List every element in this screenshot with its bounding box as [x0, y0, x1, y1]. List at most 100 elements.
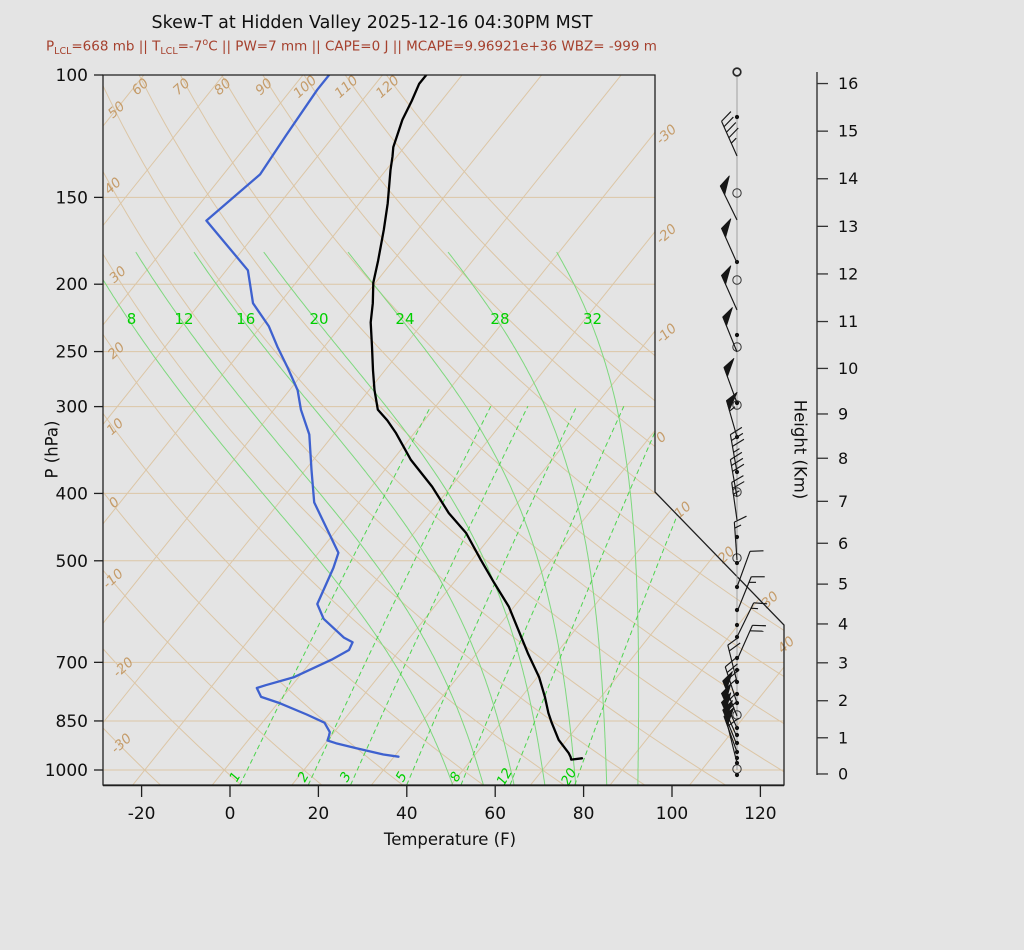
wind-flag	[721, 265, 732, 286]
sounding-curves	[205, 75, 584, 761]
temperature-axis-title: Temperature (F)	[383, 830, 517, 849]
wind-flag	[726, 391, 738, 412]
axes: -20 0 20 40 60 80 100 1201001502002503004005007…	[45, 66, 859, 824]
moist-adiabat-label: 28	[490, 310, 509, 328]
dry-adiabat-label: 40	[101, 174, 124, 197]
height-tick-label: 3	[838, 653, 848, 672]
x-tick-label: 120	[744, 804, 776, 824]
dry-adiabat-label: 90	[252, 75, 275, 98]
wind-level-circle	[732, 275, 742, 285]
dry-adiabat-label: -10	[100, 566, 127, 593]
x-tick-label: 60	[484, 804, 506, 824]
wind-flag	[721, 692, 732, 713]
x-tick-label: -20	[128, 804, 156, 824]
x-tick-label: 40	[396, 804, 418, 824]
wind-level-dot	[734, 772, 740, 778]
pressure-tick-label: 400	[56, 484, 88, 504]
mixing-ratio-label: 12	[494, 766, 516, 789]
subtitle-segment: C || PW=7 mm || CAPE=0 J || MCAPE=9.9692…	[208, 38, 657, 55]
subtitle-segment: o	[202, 37, 209, 48]
x-tick-label: 20	[308, 804, 330, 824]
pressure-tick-label: 250	[56, 343, 88, 363]
subtitle-segment: P	[46, 38, 55, 55]
wind-level-dot	[734, 691, 740, 697]
height-tick-label: 13	[838, 217, 858, 236]
moist-adiabat-label: 16	[236, 310, 255, 328]
wind-flag	[722, 307, 733, 328]
subtitle-segment: =668 mb || T	[71, 38, 161, 55]
wind-flag	[719, 175, 730, 196]
pressure-axis-title: P (hPa)	[42, 420, 62, 479]
subtitle-segment: =-7	[177, 38, 203, 55]
wind-flag	[721, 218, 732, 239]
height-tick-label: 2	[838, 691, 848, 710]
wind-level-dot	[734, 622, 740, 628]
height-tick-label: 10	[838, 359, 858, 378]
x-tick-label: 100	[656, 804, 688, 824]
height-tick-label: 15	[838, 122, 858, 141]
moist-adiabat-label: 8	[127, 310, 137, 328]
wind-level-dot	[734, 114, 740, 120]
isotherm-label: 10	[671, 498, 694, 521]
height-tick-label: 16	[838, 74, 858, 93]
pressure-tick-label: 500	[56, 552, 88, 572]
dry-adiabat-label: 100	[290, 72, 320, 101]
height-tick-label: 14	[838, 169, 858, 188]
page-title: Skew-T at Hidden Valley 2025-12-16 04:30…	[151, 13, 593, 33]
dry-adiabat-label: -20	[110, 654, 137, 681]
gridlines	[103, 75, 784, 785]
x-tick-label: 80	[573, 804, 595, 824]
pressure-tick-label: 700	[56, 653, 88, 673]
wind-flag	[723, 358, 735, 378]
wind-level-dot	[734, 332, 740, 338]
height-tick-label: 8	[838, 449, 848, 468]
dry-adiabat-label: 120	[373, 72, 403, 101]
pressure-tick-label: 100	[56, 66, 88, 86]
height-tick-label: 1	[838, 728, 848, 747]
calm-circle	[733, 68, 741, 76]
dry-adiabat-label: 30	[106, 263, 129, 286]
subtitle-segment: LCL	[54, 46, 72, 58]
dry-adiabat-label: 60	[129, 75, 152, 98]
pressure-tick-label: 1000	[45, 761, 88, 781]
isotherm-label: -30	[653, 122, 680, 149]
x-tick-label: 0	[225, 804, 236, 824]
moist-adiabat-label: 20	[309, 310, 328, 328]
isotherm-label: -10	[653, 320, 680, 347]
wind-barb-column	[719, 67, 768, 778]
height-tick-label: 4	[838, 614, 848, 633]
pressure-tick-label: 200	[56, 275, 88, 295]
dry-adiabat-label: 70	[170, 75, 193, 98]
pressure-tick-label: 850	[56, 712, 88, 732]
height-tick-label: 5	[838, 575, 848, 594]
dry-adiabat-label: 110	[332, 72, 362, 101]
sounding-parameters-line: PLCL=668 mb || TLCL=-7oC || PW=7 mm || C…	[46, 37, 657, 57]
mixing-ratio-label: 1	[226, 769, 244, 784]
height-tick-label: 0	[838, 764, 848, 783]
wind-level-circle	[732, 67, 742, 77]
moist-adiabat-label: 12	[174, 310, 193, 328]
isotherm-label: 20	[715, 543, 738, 566]
wind-flag	[723, 707, 735, 727]
height-tick-label: 11	[838, 312, 858, 331]
isotherm-label: 30	[758, 588, 781, 611]
isotherm-label: 40	[775, 633, 798, 656]
height-tick-label: 9	[838, 404, 848, 423]
dry-adiabat-label: 80	[211, 75, 234, 98]
moist-adiabat-label: 24	[395, 310, 414, 328]
wind-flag	[722, 700, 733, 721]
wind-flag	[721, 683, 732, 704]
dry-adiabat-label: 50	[105, 98, 128, 121]
moist-adiabat-label: 32	[583, 310, 602, 328]
height-tick-label: 12	[838, 264, 858, 283]
isotherm-label: -20	[653, 221, 680, 248]
height-tick-label: 6	[838, 534, 848, 553]
wind-level-circle	[732, 400, 742, 410]
pressure-tick-label: 300	[56, 398, 88, 418]
pressure-tick-label: 150	[56, 188, 88, 208]
height-tick-label: 7	[838, 492, 848, 511]
dry-adiabat-label: -30	[108, 730, 135, 757]
subtitle-segment: LCL	[160, 46, 178, 58]
